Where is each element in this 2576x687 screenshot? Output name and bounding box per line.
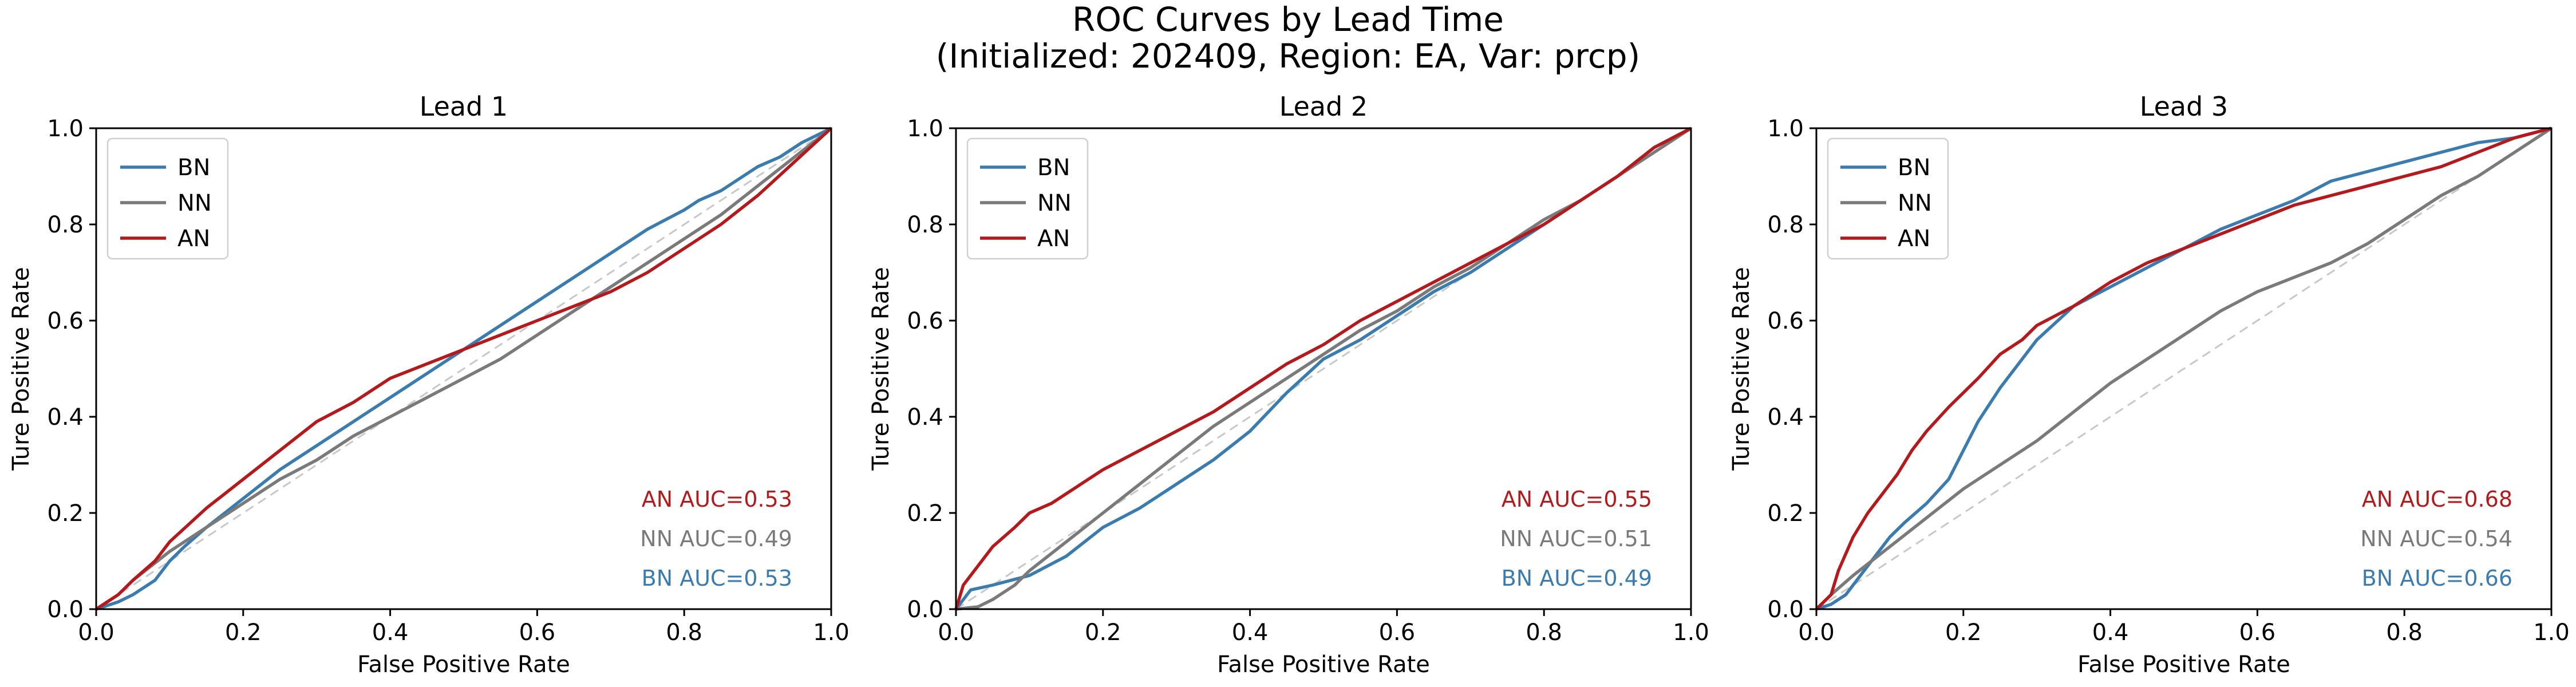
y-tick-label: 1.0	[907, 116, 943, 142]
chart-panel-3: Lead 3 0.0 0.2 0.4 0.6 0.8 1.0 0.0 0.2 0.4 0.6 0.8 1…	[1728, 91, 2570, 678]
legend-label-an: AN	[1037, 226, 1070, 252]
x-tick-label: 0.8	[1526, 619, 1562, 646]
y-tick-label: 0.8	[1767, 212, 1804, 238]
diagonal-reference-line	[1816, 127, 2552, 610]
series-line-an	[954, 127, 1692, 610]
x-tick-label: 0.2	[1945, 619, 1982, 646]
figure-title: ROC Curves by Lead Time	[1072, 0, 1504, 39]
x-tick-label: 0.0	[938, 619, 974, 646]
y-tick-label: 1.0	[47, 116, 84, 142]
x-tick-label: 1.0	[1673, 619, 1709, 646]
legend-label-an: AN	[1898, 226, 1930, 252]
chart-panel-1: Lead 1 0.0 0.2 0.4 0.6 0.8 1.0 0.0 0.2 0.4 0.6 0.8 1…	[8, 91, 850, 678]
auc-label-bn: BN AUC=0.66	[2362, 566, 2512, 591]
x-axis-label: False Positive Rate	[357, 652, 570, 678]
axes-frame	[95, 127, 832, 610]
chart-panel-2: Lead 2 0.0 0.2 0.4 0.6 0.8 1.0 0.0 0.2 0.4 0.6 0.8 1…	[868, 91, 1709, 678]
x-tick-label: 0.4	[372, 619, 409, 646]
legend-label-an: AN	[177, 226, 210, 252]
axes-frame	[955, 127, 1692, 610]
series-line-bn	[1816, 127, 2552, 611]
x-tick-label: 0.0	[1798, 619, 1835, 646]
y-tick-label: 0.2	[907, 500, 943, 527]
x-tick-label: 0.0	[78, 619, 114, 646]
series-line-nn	[95, 127, 832, 611]
auc-label-nn: NN AUC=0.51	[1500, 526, 1652, 551]
auc-label-bn: BN AUC=0.53	[642, 566, 792, 591]
y-tick-label: 0.4	[47, 404, 84, 431]
y-axis-label: Ture Positive Rate	[868, 267, 894, 471]
series-line-an	[95, 127, 832, 611]
panel-title: Lead 2	[1279, 91, 1368, 122]
x-tick-label: 1.0	[2533, 619, 2570, 646]
legend-label-bn: BN	[1898, 155, 1930, 181]
y-tick-label: 0.0	[1767, 597, 1804, 623]
auc-label-an: AN AUC=0.55	[1502, 487, 1652, 512]
y-tick-label: 0.8	[47, 212, 84, 238]
series-line-nn	[955, 127, 1692, 611]
legend-label-bn: BN	[177, 155, 210, 181]
auc-label-an: AN AUC=0.53	[642, 487, 792, 512]
y-tick-label: 0.2	[47, 500, 84, 527]
auc-label-nn: NN AUC=0.54	[2360, 526, 2512, 551]
auc-label-nn: NN AUC=0.49	[640, 526, 792, 551]
x-tick-label: 0.6	[1379, 619, 1416, 646]
y-tick-label: 0.6	[907, 308, 943, 334]
series-line-an	[1815, 127, 2552, 610]
panel-title: Lead 1	[420, 91, 508, 122]
figure-subtitle: (Initialized: 202409, Region: EA, Var: p…	[935, 37, 1641, 76]
x-tick-label: 0.6	[2239, 619, 2276, 646]
x-tick-label: 0.2	[225, 619, 262, 646]
y-tick-label: 0.0	[47, 597, 84, 623]
y-tick-label: 0.2	[1767, 500, 1804, 527]
y-tick-label: 0.4	[907, 404, 943, 431]
x-tick-label: 0.2	[1085, 619, 1121, 646]
y-tick-label: 0.6	[1767, 308, 1804, 334]
x-tick-label: 0.8	[2386, 619, 2423, 646]
diagonal-reference-line	[96, 127, 832, 610]
y-axis-label: Ture Positive Rate	[1728, 267, 1755, 471]
y-tick-label: 0.8	[907, 212, 943, 238]
x-axis-label: False Positive Rate	[1217, 652, 1430, 678]
x-axis-label: False Positive Rate	[2077, 652, 2290, 678]
axes-frame	[1815, 127, 2553, 610]
panel-title: Lead 3	[2140, 91, 2228, 122]
legend-label-nn: NN	[177, 190, 212, 216]
series-line-nn	[1815, 127, 2553, 610]
x-tick-label: 1.0	[813, 619, 850, 646]
auc-label-bn: BN AUC=0.49	[1502, 566, 1652, 591]
y-tick-label: 0.0	[907, 597, 943, 623]
y-tick-label: 0.4	[1767, 404, 1804, 431]
y-tick-label: 0.6	[47, 308, 84, 334]
legend-label-bn: BN	[1037, 155, 1070, 181]
legend-label-nn: NN	[1898, 190, 1932, 216]
x-tick-label: 0.4	[2092, 619, 2129, 646]
x-tick-label: 0.4	[1232, 619, 1269, 646]
x-tick-label: 0.8	[666, 619, 702, 646]
legend-label-nn: NN	[1037, 190, 1072, 216]
x-tick-label: 0.6	[519, 619, 556, 646]
auc-label-an: AN AUC=0.68	[2362, 487, 2512, 512]
y-tick-label: 1.0	[1767, 116, 1804, 142]
y-axis-label: Ture Positive Rate	[8, 267, 34, 471]
